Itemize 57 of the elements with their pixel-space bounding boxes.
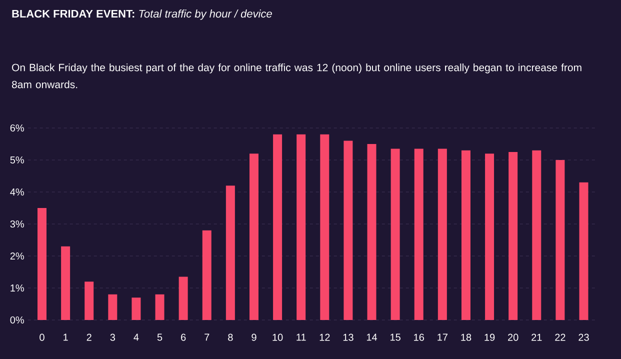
x-tick-label: 16 (414, 334, 424, 341)
x-tick-label: 6 (181, 334, 186, 341)
y-tick-label: 5% (10, 156, 24, 164)
x-tick-label: 14 (366, 334, 378, 341)
chart-title: BLACK FRIDAY EVENT: Total traffic by hour / device (12, 10, 272, 20)
y-tick-label: 2% (10, 252, 24, 260)
bar (390, 148, 400, 320)
bar (556, 160, 565, 320)
bar (61, 246, 70, 320)
x-tick-label: 8 (228, 334, 233, 341)
bar (344, 140, 353, 320)
bar (273, 134, 282, 320)
bar (320, 134, 330, 320)
y-tick-label: 1% (10, 284, 24, 292)
bar (508, 152, 518, 320)
bar (155, 294, 164, 320)
bar (249, 154, 258, 320)
x-tick-label: 10 (272, 334, 283, 341)
x-tick-label: 3 (110, 334, 116, 341)
bar (485, 154, 494, 320)
x-tick-label: 12 (320, 334, 330, 341)
x-tick-label: 15 (390, 334, 400, 341)
chart-subtitle: On Black Friday the busiest part of the day for online traffic was 12 (noon) but online users really began to increase from 8am onwards. (12, 64, 582, 88)
bar (532, 150, 542, 320)
bar (108, 294, 118, 320)
x-tick-label: 17 (438, 334, 448, 341)
x-tick-label: 7 (204, 334, 210, 341)
x-tick-label: 20 (508, 334, 518, 341)
x-tick-label: 0 (40, 334, 44, 341)
bar (579, 182, 588, 320)
x-tick-label: 2 (86, 334, 92, 341)
bar (38, 208, 46, 320)
x-tick-label: 1 (64, 334, 68, 341)
bar (226, 186, 235, 320)
bar (296, 134, 306, 320)
x-tick-label: 4 (134, 334, 139, 341)
y-tick-label: 3% (10, 220, 24, 228)
bar (438, 148, 447, 320)
bar (414, 148, 424, 320)
bar (367, 144, 376, 320)
bar (132, 298, 141, 320)
y-tick-label: 6% (10, 124, 24, 132)
bar (178, 276, 188, 320)
x-tick-label: 13 (343, 334, 354, 341)
y-tick-label: 4% (10, 188, 24, 196)
bar (84, 282, 94, 320)
x-tick-label: 22 (555, 334, 566, 341)
bar (461, 150, 470, 320)
x-tick-label: 11 (296, 334, 306, 341)
x-tick-label: 5 (157, 334, 162, 341)
x-tick-label: 18 (461, 334, 472, 341)
x-tick-label: 23 (578, 334, 589, 341)
x-tick-label: 9 (252, 334, 256, 341)
x-tick-label: 19 (484, 334, 495, 341)
y-tick-label: 0% (10, 316, 24, 324)
bar (202, 230, 212, 320)
x-tick-label: 21 (532, 334, 542, 341)
